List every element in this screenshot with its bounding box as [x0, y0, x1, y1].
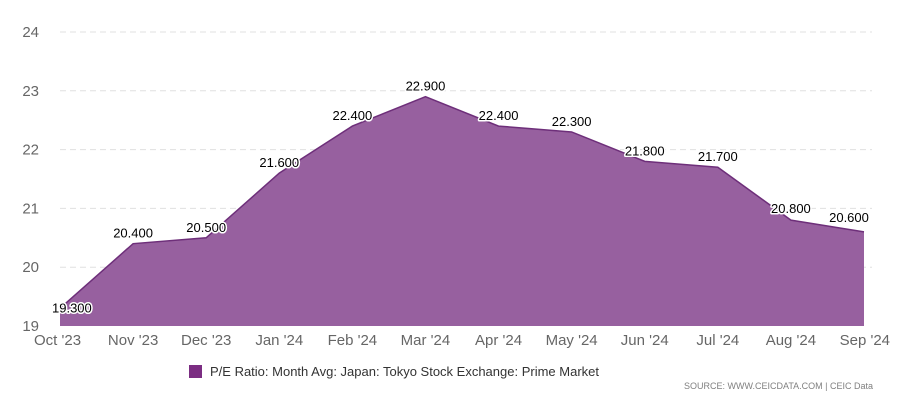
data-point[interactable]	[788, 217, 794, 223]
data-point[interactable]	[642, 158, 648, 164]
x-tick-label: Dec '23	[181, 332, 231, 349]
area-series	[59, 94, 867, 327]
data-label: 21.600	[259, 155, 299, 170]
data-label: 19.300	[52, 300, 92, 315]
data-label: 20.500	[186, 220, 226, 235]
x-tick-label: Jan '24	[255, 332, 303, 349]
data-point[interactable]	[203, 235, 209, 241]
x-tick-label: Aug '24	[766, 332, 816, 349]
data-point[interactable]	[276, 170, 282, 176]
x-tick-label: Jun '24	[621, 332, 669, 349]
y-tick-label: 23	[22, 83, 39, 100]
data-point[interactable]	[349, 123, 355, 129]
data-point[interactable]	[861, 229, 867, 235]
x-tick-label: Feb '24	[328, 332, 378, 349]
data-point[interactable]	[496, 123, 502, 129]
data-label: 20.600	[829, 210, 869, 225]
data-label: 22.900	[406, 79, 446, 94]
data-label: 20.400	[113, 226, 153, 241]
legend-label[interactable]: P/E Ratio: Month Avg: Japan: Tokyo Stock…	[210, 364, 599, 379]
data-label: 21.700	[698, 149, 738, 164]
data-label: 22.300	[552, 114, 592, 129]
series-line[interactable]	[59, 95, 865, 309]
area-fill[interactable]	[60, 96, 864, 327]
x-tick-label: Jul '24	[696, 332, 739, 349]
data-point[interactable]	[569, 129, 575, 135]
data-point[interactable]	[715, 164, 721, 170]
source-credit: SOURCE: WWW.CEICDATA.COM | CEIC Data	[684, 381, 873, 391]
y-tick-label: 21	[22, 200, 39, 217]
x-tick-label: May '24	[546, 332, 598, 349]
data-label: 20.800	[771, 201, 811, 216]
x-tick-label: Sep '24	[840, 332, 890, 349]
data-labels: 19.300 20.400 20.500 21.600 22.400 22.900 22.4…	[51, 77, 871, 317]
x-tick-label: Apr '24	[475, 332, 522, 349]
data-point[interactable]	[422, 94, 428, 100]
legend-swatch[interactable]	[189, 365, 202, 378]
data-label: 21.800	[625, 143, 665, 158]
data-label: 22.400	[332, 108, 372, 123]
y-axis-ticks: 19 20 21 22 23 24	[22, 24, 39, 335]
y-tick-label: 22	[22, 142, 39, 159]
y-tick-label: 20	[22, 259, 39, 276]
y-tick-label: 24	[22, 24, 39, 41]
y-tick-label: 19	[22, 318, 39, 335]
data-point[interactable]	[130, 241, 136, 247]
x-tick-label: Nov '23	[108, 332, 158, 349]
legend[interactable]: P/E Ratio: Month Avg: Japan: Tokyo Stock…	[189, 364, 599, 379]
x-tick-label: Oct '23	[34, 332, 81, 349]
data-label: 22.400	[479, 108, 519, 123]
x-axis-ticks: Oct '23 Nov '23 Dec '23 Jan '24 Feb '24 Mar '…	[34, 332, 890, 349]
x-tick-label: Mar '24	[401, 332, 451, 349]
